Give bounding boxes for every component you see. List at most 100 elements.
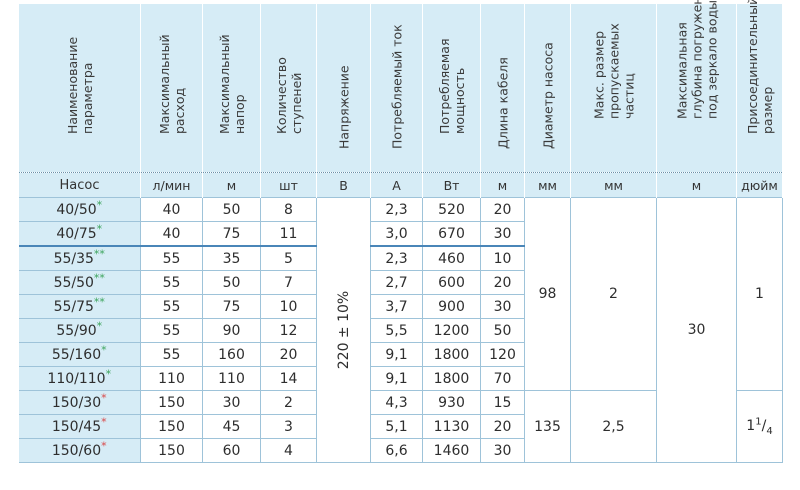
pump-cell: 150/45* <box>18 414 141 439</box>
power-cell: 600 <box>422 270 481 295</box>
mark-asterisk: * <box>105 366 112 380</box>
mark-asterisk: * <box>101 414 107 428</box>
unit-cell: дюйм <box>736 172 783 198</box>
stages-cell: 4 <box>260 438 317 463</box>
current-cell: 2,7 <box>370 270 423 295</box>
diameter-merged-cell: 135 <box>524 390 571 463</box>
header-current: Потребляемый ток <box>370 4 423 173</box>
header-param: Наименование параметра <box>18 4 141 173</box>
table-row: 150/45* 150 45 3 5,1 1130 20 <box>18 414 783 439</box>
flow-cell: 150 <box>140 438 203 463</box>
diameter-merged-cell: 98 <box>524 197 571 391</box>
header-connection: Присоединительный размер <box>736 0 783 173</box>
head-cell: 90 <box>202 318 261 343</box>
unit-cell: А <box>370 172 423 198</box>
mark-asterisk: * <box>96 197 103 211</box>
stages-cell: 11 <box>260 221 317 247</box>
table-row: 55/50** 55 50 7 2,7 600 20 <box>18 270 783 295</box>
head-cell: 75 <box>202 294 261 319</box>
header-row: Наименование параметра Максимальный расход… <box>18 0 783 173</box>
power-cell: 1130 <box>422 414 481 439</box>
cable-cell: 20 <box>480 197 525 222</box>
pump-cell: 55/35** <box>18 245 141 271</box>
pump-cell: 150/30* <box>18 390 141 415</box>
mark-asterisk: * <box>101 438 107 452</box>
cable-cell: 20 <box>480 270 525 295</box>
head-cell: 50 <box>202 197 261 222</box>
flow-cell: 55 <box>140 318 203 343</box>
power-cell: 460 <box>422 245 481 271</box>
pump-cell: 55/50** <box>18 270 141 295</box>
current-cell: 5,1 <box>370 414 423 439</box>
current-cell: 5,5 <box>370 318 423 343</box>
mark-asterisk: * <box>101 342 107 356</box>
power-cell: 1460 <box>422 438 481 463</box>
unit-cell: м <box>480 172 525 198</box>
head-cell: 30 <box>202 390 261 415</box>
connection-merged-cell: 1 <box>736 197 783 391</box>
unit-cell: Вт <box>422 172 481 198</box>
cable-cell: 70 <box>480 366 525 391</box>
header-depth: Максимальная глубина погружения под зеркал… <box>656 0 737 173</box>
connection-merged-cell: 11/4 <box>736 390 783 463</box>
header-head: Максимальный напор <box>202 4 261 173</box>
stages-cell: 12 <box>260 318 317 343</box>
head-cell: 60 <box>202 438 261 463</box>
cable-cell: 30 <box>480 294 525 319</box>
head-cell: 45 <box>202 414 261 439</box>
header-voltage: Напряжение <box>316 4 371 173</box>
voltage-merged-cell: 220 ± 10% <box>316 197 371 463</box>
cable-cell: 20 <box>480 414 525 439</box>
table-row: 55/90* 55 90 12 5,5 1200 50 <box>18 318 783 343</box>
mark-asterisk: ** <box>93 270 105 284</box>
unit-cell: мм <box>524 172 571 198</box>
stages-cell: 7 <box>260 270 317 295</box>
flow-cell: 150 <box>140 414 203 439</box>
stages-cell: 20 <box>260 342 317 367</box>
unit-cell: м <box>656 172 737 198</box>
cable-cell: 30 <box>480 221 525 247</box>
current-cell: 3,7 <box>370 294 423 319</box>
unit-cell: шт <box>260 172 317 198</box>
current-cell: 9,1 <box>370 342 423 367</box>
pump-cell: 110/110* <box>18 366 141 391</box>
flow-cell: 55 <box>140 270 203 295</box>
stages-cell: 14 <box>260 366 317 391</box>
stages-cell: 5 <box>260 245 317 271</box>
unit-cell: Насос <box>18 172 141 198</box>
power-cell: 1800 <box>422 366 481 391</box>
pump-cell: 40/75* <box>18 221 141 247</box>
pump-cell: 55/90* <box>18 318 141 343</box>
pump-cell: 150/60* <box>18 438 141 463</box>
cable-cell: 10 <box>480 245 525 271</box>
flow-cell: 110 <box>140 366 203 391</box>
current-cell: 9,1 <box>370 366 423 391</box>
mark-asterisk: ** <box>93 294 105 308</box>
flow-cell: 55 <box>140 245 203 271</box>
particles-merged-cell: 2,5 <box>570 390 657 463</box>
cable-cell: 15 <box>480 390 525 415</box>
table-row: 55/75** 55 75 10 3,7 900 30 <box>18 294 783 319</box>
header-stages: Количество ступеней <box>260 4 317 173</box>
unit-cell: В <box>316 172 371 198</box>
table-row: 150/60* 150 60 4 6,6 1460 30 <box>18 438 783 463</box>
flow-cell: 40 <box>140 197 203 222</box>
table-row: 150/30* 150 30 2 4,3 930 15 135 2,5 11/4 <box>18 390 783 463</box>
header-cable: Длина кабеля <box>480 4 525 173</box>
pump-cell: 55/75** <box>18 294 141 319</box>
head-cell: 50 <box>202 270 261 295</box>
header-power: Потребляемая мощность <box>422 4 481 173</box>
stages-cell: 3 <box>260 414 317 439</box>
power-cell: 670 <box>422 221 481 247</box>
table-row: 55/160* 55 160 20 9,1 1800 120 <box>18 342 783 367</box>
header-flow: Максимальный расход <box>140 4 203 173</box>
current-cell: 4,3 <box>370 390 423 415</box>
mark-asterisk: * <box>101 390 107 404</box>
flow-cell: 55 <box>140 294 203 319</box>
power-cell: 1200 <box>422 318 481 343</box>
table-row: 110/110* 110 110 14 9,1 1800 70 <box>18 366 783 391</box>
header-particles: Макс. размер пропускаемых частиц <box>570 4 657 173</box>
mark-asterisk: * <box>96 318 103 332</box>
header-diameter: Диаметр насоса <box>524 4 571 173</box>
cable-cell: 30 <box>480 438 525 463</box>
